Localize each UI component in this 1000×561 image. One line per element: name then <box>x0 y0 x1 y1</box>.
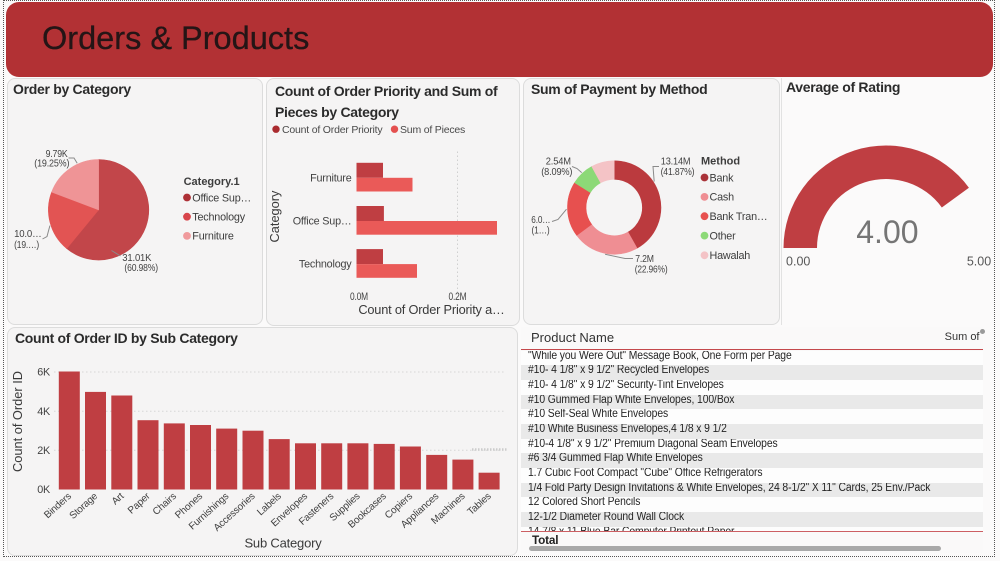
svg-text:Office Sup…: Office Sup… <box>192 192 251 204</box>
svg-text:(60.98%): (60.98%) <box>124 262 157 274</box>
svg-text:Tables: Tables <box>466 490 494 517</box>
svg-text:0.00: 0.00 <box>786 254 810 268</box>
svg-text:2.54M: 2.54M <box>546 155 571 167</box>
svg-text:(8.09%): (8.09%) <box>541 166 572 178</box>
svg-text:(41.87%): (41.87%) <box>661 166 695 178</box>
svg-text:Office Sup…: Office Sup… <box>292 215 351 227</box>
svg-text:4K: 4K <box>37 405 51 417</box>
svg-text:Sum of Pieces: Sum of Pieces <box>400 123 465 135</box>
svg-text:6K: 6K <box>37 366 51 378</box>
svg-text:Storage: Storage <box>68 490 101 521</box>
svg-text:0K: 0K <box>37 484 51 496</box>
svg-text:31.01K: 31.01K <box>122 252 151 264</box>
svg-text:9.79K: 9.79K <box>46 148 68 160</box>
svg-text:0.0M: 0.0M <box>350 291 368 303</box>
svg-text:Art: Art <box>110 490 127 507</box>
svg-text:Bank Tran…: Bank Tran… <box>710 211 768 223</box>
svg-text:(1…): (1…) <box>532 224 550 236</box>
svg-text:Other: Other <box>710 230 737 242</box>
svg-text:Category.1: Category.1 <box>184 175 240 187</box>
svg-text:Hawalah: Hawalah <box>710 250 751 262</box>
svg-text:Count of Order ID: Count of Order ID <box>10 371 25 472</box>
svg-text:Category: Category <box>267 189 282 242</box>
svg-text:(19.25%): (19.25%) <box>34 157 69 169</box>
svg-text:Technology: Technology <box>298 258 351 270</box>
svg-text:Paper: Paper <box>126 490 153 516</box>
svg-text:Count of Order Priority a…: Count of Order Priority a… <box>358 302 504 317</box>
svg-text:Count of Order Priority: Count of Order Priority <box>282 123 383 135</box>
svg-text:4.00: 4.00 <box>856 213 918 249</box>
svg-text:Technology: Technology <box>192 211 245 223</box>
svg-text:Furniture: Furniture <box>192 230 234 242</box>
svg-text:7.2M: 7.2M <box>635 253 654 265</box>
svg-text:Bank: Bank <box>710 172 735 184</box>
svg-text:5.00: 5.00 <box>967 254 991 268</box>
svg-text:Cash: Cash <box>710 191 735 203</box>
svg-text:(19.…): (19.…) <box>14 238 39 250</box>
svg-text:Method: Method <box>701 155 740 167</box>
svg-text:10.0…: 10.0… <box>14 227 41 239</box>
svg-text:Furniture: Furniture <box>310 172 352 184</box>
svg-text:2K: 2K <box>37 444 51 456</box>
svg-text:6.0…: 6.0… <box>531 214 550 226</box>
svg-text:(22.96%): (22.96%) <box>635 263 668 275</box>
svg-text:Sub Category: Sub Category <box>244 535 322 550</box>
svg-text:13.14M: 13.14M <box>661 155 691 167</box>
svg-text:0.2M: 0.2M <box>448 291 466 303</box>
